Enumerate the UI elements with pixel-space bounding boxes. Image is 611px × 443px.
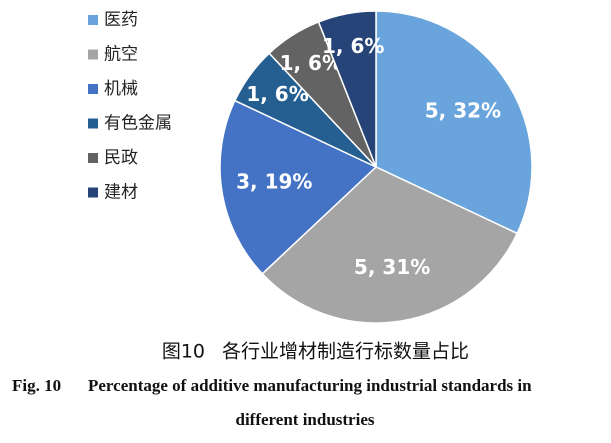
legend-label: 机械 [104,79,138,99]
data-label: 1, 6% [322,34,384,58]
pie-slice [317,10,377,168]
legend-label: 民政 [104,148,138,168]
caption-en: Percentage of additive manufacturing ind… [88,376,532,395]
caption-en: different industries [236,410,375,429]
data-label: 3, 19% [236,170,312,194]
legend-label: 有色金属 [104,114,172,134]
data-label: 1, 6% [246,82,308,106]
pie-slice [375,10,533,235]
legend-swatch [88,187,98,198]
legend-swatch [88,49,98,60]
legend-swatch [88,153,98,163]
legend-swatch [88,84,98,94]
legend-label: 医药 [104,10,138,30]
data-label: 5, 32% [425,98,501,122]
legend-swatch [88,118,98,129]
pie-slice [219,99,378,275]
caption-number-cn: 图10 [162,341,205,363]
caption-cn: 各行业增材制造行标数量占比 [222,341,469,363]
legend-label: 航空 [104,45,138,65]
data-label: 5, 31% [354,255,430,279]
caption-number-en: Fig. 10 [12,376,61,395]
pie-slice [261,166,519,324]
legend-swatch [88,15,98,25]
legend-label: 建材 [104,183,138,203]
